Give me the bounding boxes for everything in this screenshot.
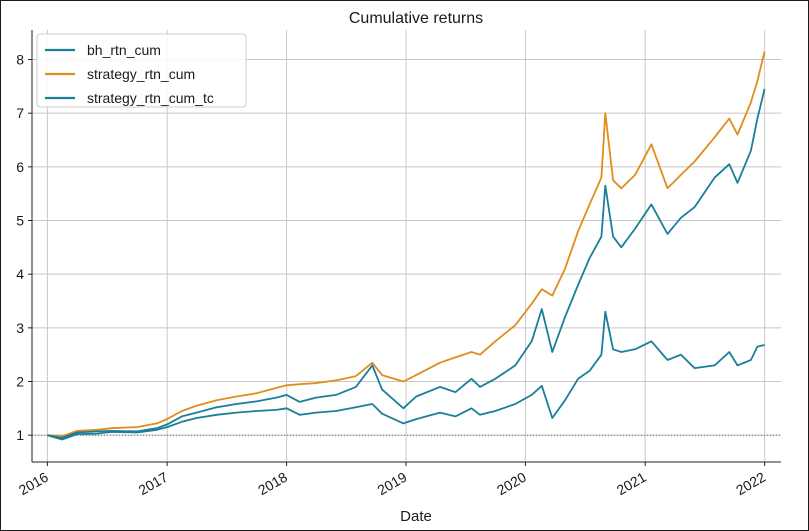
legend-box bbox=[36, 33, 247, 108]
y-tick-label: 2 bbox=[16, 374, 24, 390]
y-tick-label: 8 bbox=[16, 52, 24, 68]
series-line-bh_rtn_cum bbox=[47, 310, 765, 441]
y-tick-label: 5 bbox=[16, 213, 24, 229]
legend-label: bh_rtn_cum bbox=[87, 42, 161, 58]
y-tick-label: 1 bbox=[16, 427, 24, 443]
y-tick-label: 3 bbox=[16, 320, 24, 336]
series-line-strategy_rtn_cum_tc bbox=[47, 88, 766, 439]
y-tick-label: 7 bbox=[16, 105, 24, 121]
legend-label: strategy_rtn_cum bbox=[87, 66, 195, 82]
x-axis-label: Date bbox=[400, 508, 432, 525]
legend-label: strategy_rtn_cum_tc bbox=[87, 90, 214, 106]
series-line-strategy_rtn_cum bbox=[47, 51, 766, 438]
chart-title: Cumulative returns bbox=[349, 10, 483, 27]
legend: bh_rtn_cum strategy_rtn_cum strategy_rtn_c… bbox=[36, 33, 247, 108]
series-lines bbox=[47, 51, 766, 441]
y-tick-label: 6 bbox=[16, 159, 24, 175]
y-tick-label: 4 bbox=[16, 266, 24, 282]
